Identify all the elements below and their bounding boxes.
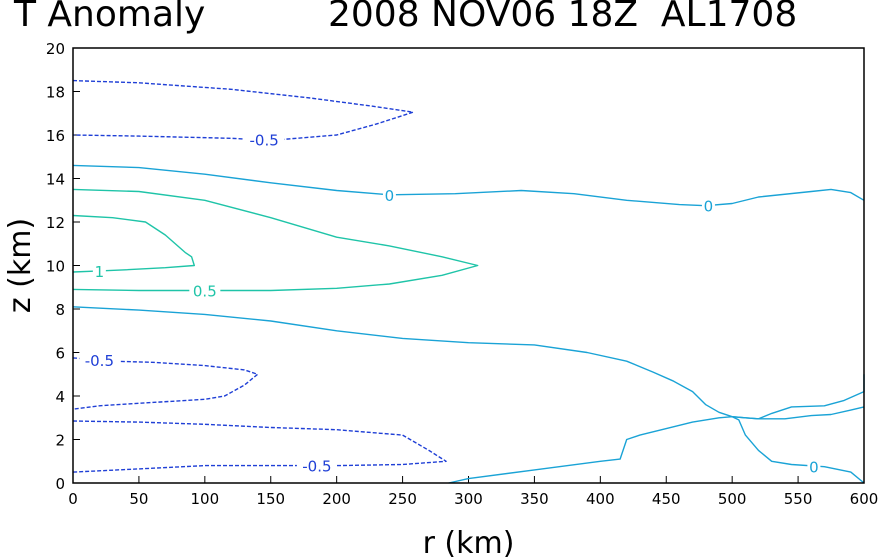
x-tick-label: 600 xyxy=(850,490,879,508)
contour-neg-upper xyxy=(72,79,414,142)
y-tick-label: 16 xyxy=(46,127,65,145)
y-tick-label: 18 xyxy=(46,84,65,102)
y-tick-label: 4 xyxy=(55,388,65,406)
contour-label: 1 xyxy=(95,263,105,281)
y-axis-title: z (km) xyxy=(3,218,38,313)
x-tick-label: 350 xyxy=(520,490,549,508)
y-tick-label: 14 xyxy=(46,171,65,189)
contour-label-bg xyxy=(244,130,285,149)
contour-label-bg xyxy=(807,457,821,476)
y-tick-label: 6 xyxy=(55,345,65,363)
contour-pos-half xyxy=(72,188,479,292)
x-tick-label: 150 xyxy=(256,490,285,508)
contour-zero-upper xyxy=(72,164,865,207)
x-tick-label: 0 xyxy=(68,490,78,508)
x-tick-label: 50 xyxy=(129,490,148,508)
y-tick-label: 0 xyxy=(55,475,65,493)
contour-pos-one xyxy=(72,214,196,273)
contour-zero-bottom-right xyxy=(731,416,865,484)
contour-label-bg xyxy=(189,281,221,300)
axis-layer: 0 50 100 150 200 250 300 350 400 450 500 550 6000246… xyxy=(46,40,878,508)
x-tick-label: 100 xyxy=(191,490,220,508)
contour-label: 0 xyxy=(385,187,395,205)
y-tick-label: 10 xyxy=(46,258,65,276)
contour-label: -0.5 xyxy=(85,352,114,370)
contour-neg-lower xyxy=(72,420,447,473)
contour-label: -0.5 xyxy=(302,458,331,476)
y-tick-label: 20 xyxy=(46,40,65,58)
contour-label: -0.5 xyxy=(250,131,279,149)
contour-label-layer: -0.5 0 0 0.5 1 0 -0.5 -0.5 xyxy=(79,130,821,477)
contour-label-bg xyxy=(382,185,396,204)
x-tick-label: 200 xyxy=(322,490,351,508)
contour-label-bg xyxy=(92,261,106,280)
contour-layer xyxy=(72,79,865,484)
chart-title: T Anomaly xyxy=(14,0,206,35)
contour-label: 0.5 xyxy=(193,283,217,301)
y-tick-label: 2 xyxy=(55,432,65,450)
x-tick-label: 300 xyxy=(454,490,483,508)
x-tick-label: 400 xyxy=(586,490,615,508)
plot-frame xyxy=(72,47,865,484)
x-tick-label: 250 xyxy=(388,490,417,508)
contour-label: 0 xyxy=(704,198,714,216)
contour-label-bg xyxy=(79,351,120,370)
y-tick-label: 12 xyxy=(46,214,65,232)
contour-zero-lower xyxy=(448,374,865,484)
y-tick-label: 8 xyxy=(55,301,65,319)
x-tick-label: 450 xyxy=(652,490,681,508)
contour-zero-mid xyxy=(72,306,865,420)
x-axis-title: r (km) xyxy=(423,526,515,558)
chart-subtitle: 2008 NOV06 18Z AL1708 xyxy=(328,0,798,35)
contour-neg-mid xyxy=(72,357,259,410)
x-tick-label: 550 xyxy=(784,490,813,508)
x-tick-label: 500 xyxy=(718,490,747,508)
contour-label: 0 xyxy=(809,459,819,477)
contour-label-bg xyxy=(296,456,337,475)
contour-label-bg xyxy=(701,196,715,215)
